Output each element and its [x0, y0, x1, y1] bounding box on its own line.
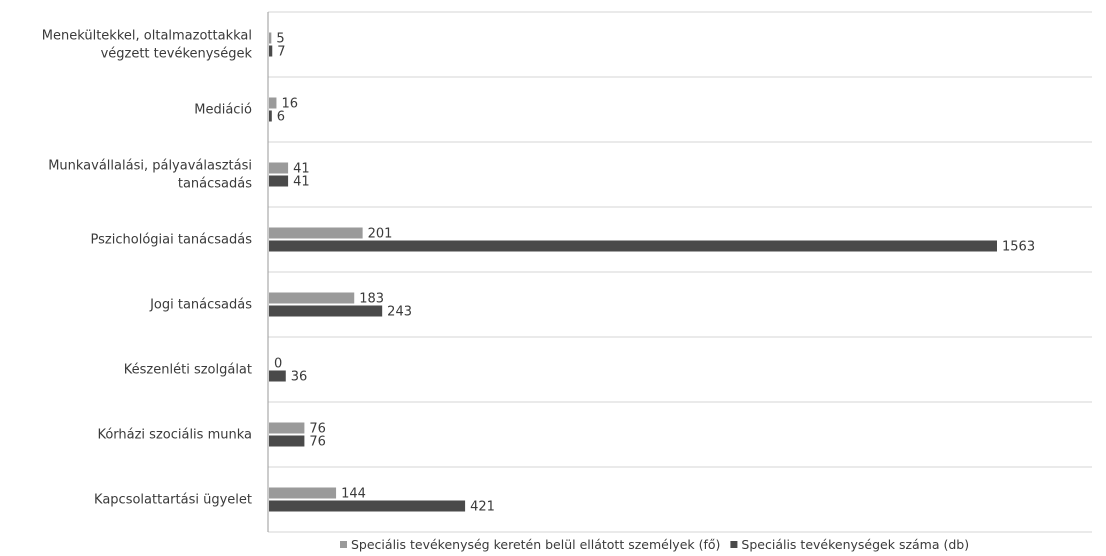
category-label: Kórházi szociális munka: [97, 428, 252, 443]
bar-activities: [269, 240, 997, 252]
data-label: 76: [309, 422, 326, 437]
legend-entry: Speciális tevékenység keretén belül ellá…: [351, 537, 720, 552]
category-label: tanácsadás: [178, 177, 252, 192]
bar-activities: [269, 175, 289, 187]
data-label: 0: [274, 357, 282, 372]
legend-entry: Speciális tevékenységek száma (db): [741, 537, 969, 552]
data-label: 201: [368, 227, 393, 242]
bar-persons: [269, 162, 289, 174]
bar-activities: [269, 305, 383, 317]
bar-activities: [269, 500, 466, 512]
bar-persons: [269, 292, 355, 304]
data-label: 41: [293, 162, 310, 177]
data-label: 183: [359, 292, 384, 307]
legend-swatch: [340, 541, 347, 548]
category-label: Kapcsolattartási ügyelet: [94, 493, 252, 508]
data-label: 144: [341, 487, 366, 502]
bar-activities: [269, 370, 286, 382]
category-label: végzett tevékenységek: [101, 47, 253, 62]
data-label: 36: [291, 370, 308, 385]
data-label: 5: [276, 32, 284, 47]
bar-persons: [269, 422, 305, 434]
data-label: 421: [470, 500, 495, 515]
data-label: 1563: [1002, 240, 1035, 255]
legend-swatch: [730, 541, 738, 548]
category-label: Jogi tanácsadás: [149, 298, 252, 313]
bar-persons: [269, 97, 277, 109]
category-label: Munkavállalási, pályaválasztási: [48, 159, 252, 174]
bar-activities: [269, 45, 273, 57]
bar-persons: [269, 227, 363, 239]
data-label: 76: [309, 435, 326, 450]
bar-persons: [269, 487, 337, 499]
bar-activities: [269, 435, 305, 447]
data-label: 41: [293, 175, 310, 190]
data-label: 243: [387, 305, 412, 320]
category-label: Menekültekkel, oltalmazottakkal: [42, 29, 252, 44]
bar-persons: [269, 32, 272, 44]
data-label: 16: [281, 97, 298, 112]
category-label: Mediáció: [194, 103, 252, 118]
bar-activities: [269, 110, 272, 122]
data-label: 7: [277, 45, 285, 60]
category-label: Pszichológiai tanácsadás: [91, 233, 253, 248]
category-label: Készenléti szolgálat: [124, 363, 252, 378]
data-label: 6: [277, 110, 285, 125]
